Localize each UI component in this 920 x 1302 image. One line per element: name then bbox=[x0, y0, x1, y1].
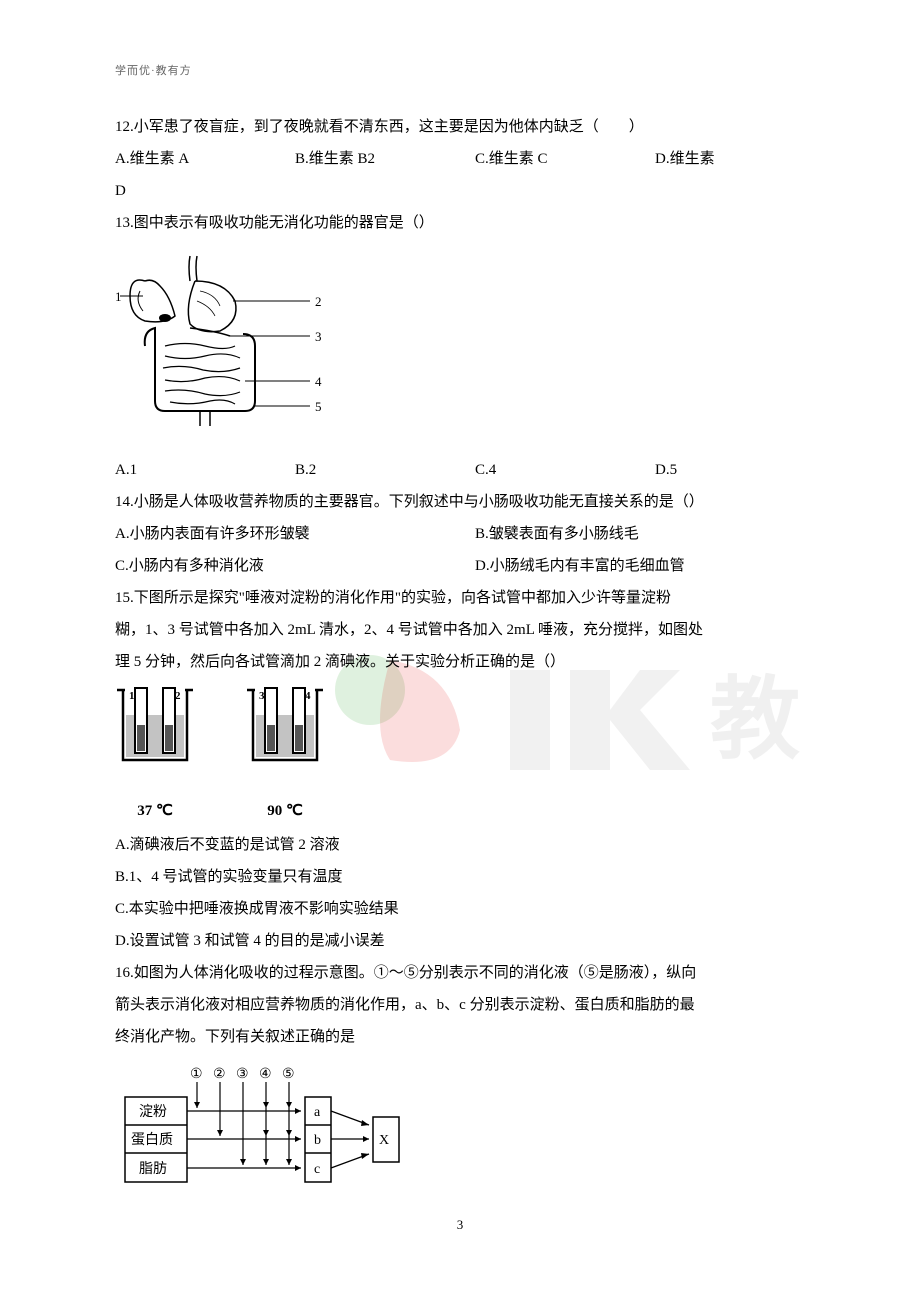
digestive-system-diagram: 1 2 3 4 5 bbox=[115, 246, 805, 447]
q13-option-c: C.4 bbox=[475, 455, 655, 485]
svg-text:④: ④ bbox=[259, 1067, 272, 1082]
q15-option-d: D.设置试管 3 和试管 4 的目的是减小误差 bbox=[115, 926, 805, 956]
q12-option-b: B.维生素 B2 bbox=[295, 144, 475, 174]
q15-line2: 糊，1、3 号试管中各加入 2mL 清水，2、4 号试管中各加入 2mL 唾液，… bbox=[115, 615, 805, 645]
q12-option-c: C.维生素 C bbox=[475, 144, 655, 174]
digestion-flowchart: ① ② ③ ④ ⑤ 淀粉 蛋白质 脂肪 a b c X bbox=[115, 1062, 805, 1208]
beaker-left: 1 2 37 ℃ bbox=[115, 685, 195, 826]
svg-text:5: 5 bbox=[315, 399, 322, 414]
svg-text:b: b bbox=[314, 1133, 321, 1148]
svg-text:4: 4 bbox=[305, 690, 311, 702]
q12-text: 12.小军患了夜盲症，到了夜晚就看不清东西，这主要是因为他体内缺乏（ ） bbox=[115, 112, 805, 142]
svg-text:2: 2 bbox=[175, 690, 181, 702]
q15-option-b: B.1、4 号试管的实验变量只有温度 bbox=[115, 862, 805, 892]
q12-option-d-prefix: D.维生素 bbox=[655, 144, 805, 174]
q13-option-a: A.1 bbox=[115, 455, 295, 485]
q16-line3: 终消化产物。下列有关叙述正确的是 bbox=[115, 1022, 805, 1052]
svg-text:3: 3 bbox=[315, 329, 322, 344]
svg-text:③: ③ bbox=[236, 1067, 249, 1082]
page-header: 学而优·教有方 bbox=[115, 60, 805, 82]
svg-text:②: ② bbox=[213, 1067, 226, 1082]
q13-option-d: D.5 bbox=[655, 455, 805, 485]
svg-text:2: 2 bbox=[315, 294, 322, 309]
svg-text:4: 4 bbox=[315, 374, 322, 389]
q15-option-a: A.滴碘液后不变蓝的是试管 2 溶液 bbox=[115, 830, 805, 860]
q12-option-d-cont: D bbox=[115, 176, 805, 206]
q15-line1: 15.下图所示是探究"唾液对淀粉的消化作用"的实验，向各试管中都加入少许等量淀粉 bbox=[115, 583, 805, 613]
q14-option-c: C.小肠内有多种消化液 bbox=[115, 551, 475, 581]
q14-options-row2: C.小肠内有多种消化液 D.小肠绒毛内有丰富的毛细血管 bbox=[115, 551, 805, 581]
q16-line1: 16.如图为人体消化吸收的过程示意图。①～⑤分别表示不同的消化液（⑤是肠液），纵… bbox=[115, 958, 805, 988]
q15-option-c: C.本实验中把唾液换成胃液不影响实验结果 bbox=[115, 894, 805, 924]
page-number: 3 bbox=[457, 1212, 464, 1238]
q12-option-a: A.维生素 A bbox=[115, 144, 295, 174]
q16-line2: 箭头表示消化液对相应营养物质的消化作用，a、b、c 分别表示淀粉、蛋白质和脂肪的… bbox=[115, 990, 805, 1020]
q14-text: 14.小肠是人体吸收营养物质的主要器官。下列叙述中与小肠吸收功能无直接关系的是（… bbox=[115, 487, 805, 517]
temp-label-90: 90 ℃ bbox=[245, 796, 325, 826]
svg-text:a: a bbox=[314, 1105, 321, 1120]
svg-text:1: 1 bbox=[115, 289, 122, 304]
q13-options: A.1 B.2 C.4 D.5 bbox=[115, 455, 805, 485]
q14-options-row1: A.小肠内表面有许多环形皱襞 B.皱襞表面有多小肠线毛 bbox=[115, 519, 805, 549]
svg-text:蛋白质: 蛋白质 bbox=[131, 1132, 173, 1148]
q15-line3: 理 5 分钟，然后向各试管滴加 2 滴碘液。关于实验分析正确的是（） bbox=[115, 647, 805, 677]
svg-text:⑤: ⑤ bbox=[282, 1067, 295, 1082]
q14-option-a: A.小肠内表面有许多环形皱襞 bbox=[115, 519, 475, 549]
svg-text:脂肪: 脂肪 bbox=[139, 1161, 167, 1177]
svg-text:c: c bbox=[314, 1162, 320, 1177]
q14-option-b: B.皱襞表面有多小肠线毛 bbox=[475, 519, 805, 549]
beaker-right: 3 4 90 ℃ bbox=[245, 685, 325, 826]
q12-options: A.维生素 A B.维生素 B2 C.维生素 C D.维生素 bbox=[115, 144, 805, 174]
svg-text:X: X bbox=[379, 1133, 389, 1148]
svg-text:①: ① bbox=[190, 1067, 203, 1082]
svg-text:1: 1 bbox=[129, 690, 135, 702]
temp-label-37: 37 ℃ bbox=[115, 796, 195, 826]
q13-option-b: B.2 bbox=[295, 455, 475, 485]
q14-option-d: D.小肠绒毛内有丰富的毛细血管 bbox=[475, 551, 805, 581]
svg-text:淀粉: 淀粉 bbox=[139, 1104, 167, 1120]
svg-text:3: 3 bbox=[259, 690, 265, 702]
q13-text: 13.图中表示有吸收功能无消化功能的器官是（） bbox=[115, 208, 805, 238]
beaker-experiment-diagram: 1 2 37 ℃ 3 4 90 ℃ bbox=[115, 685, 805, 826]
